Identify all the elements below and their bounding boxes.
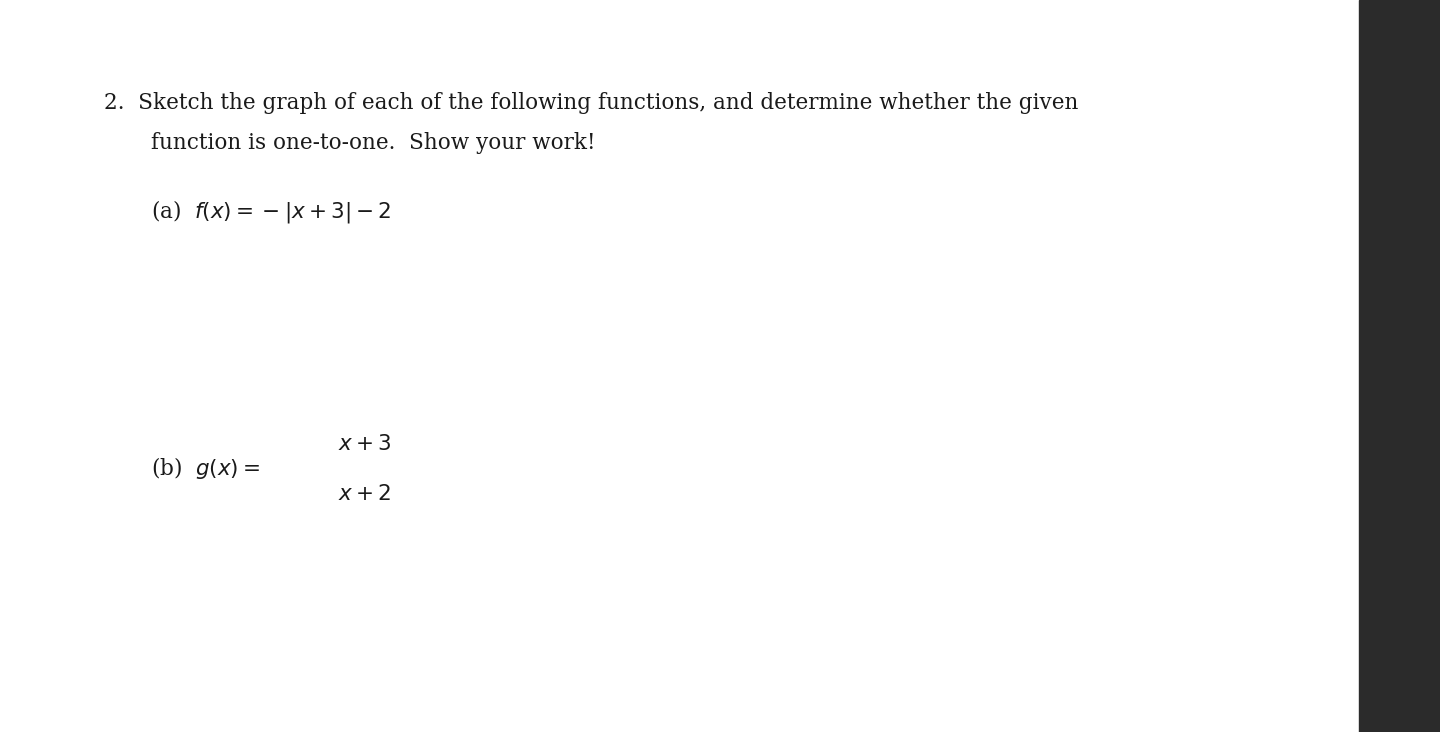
Text: (a)  $f(x) = -|x+3| - 2$: (a) $f(x) = -|x+3| - 2$	[151, 198, 392, 225]
Text: function is one-to-one.  Show your work!: function is one-to-one. Show your work!	[151, 132, 596, 154]
Text: $x + 3$: $x + 3$	[337, 433, 392, 455]
Text: (b)  $g(x) = $: (b) $g(x) = $	[151, 455, 261, 482]
Text: $x + 2$: $x + 2$	[337, 483, 392, 505]
Text: 2.  Sketch the graph of each of the following functions, and determine whether t: 2. Sketch the graph of each of the follo…	[104, 92, 1079, 113]
